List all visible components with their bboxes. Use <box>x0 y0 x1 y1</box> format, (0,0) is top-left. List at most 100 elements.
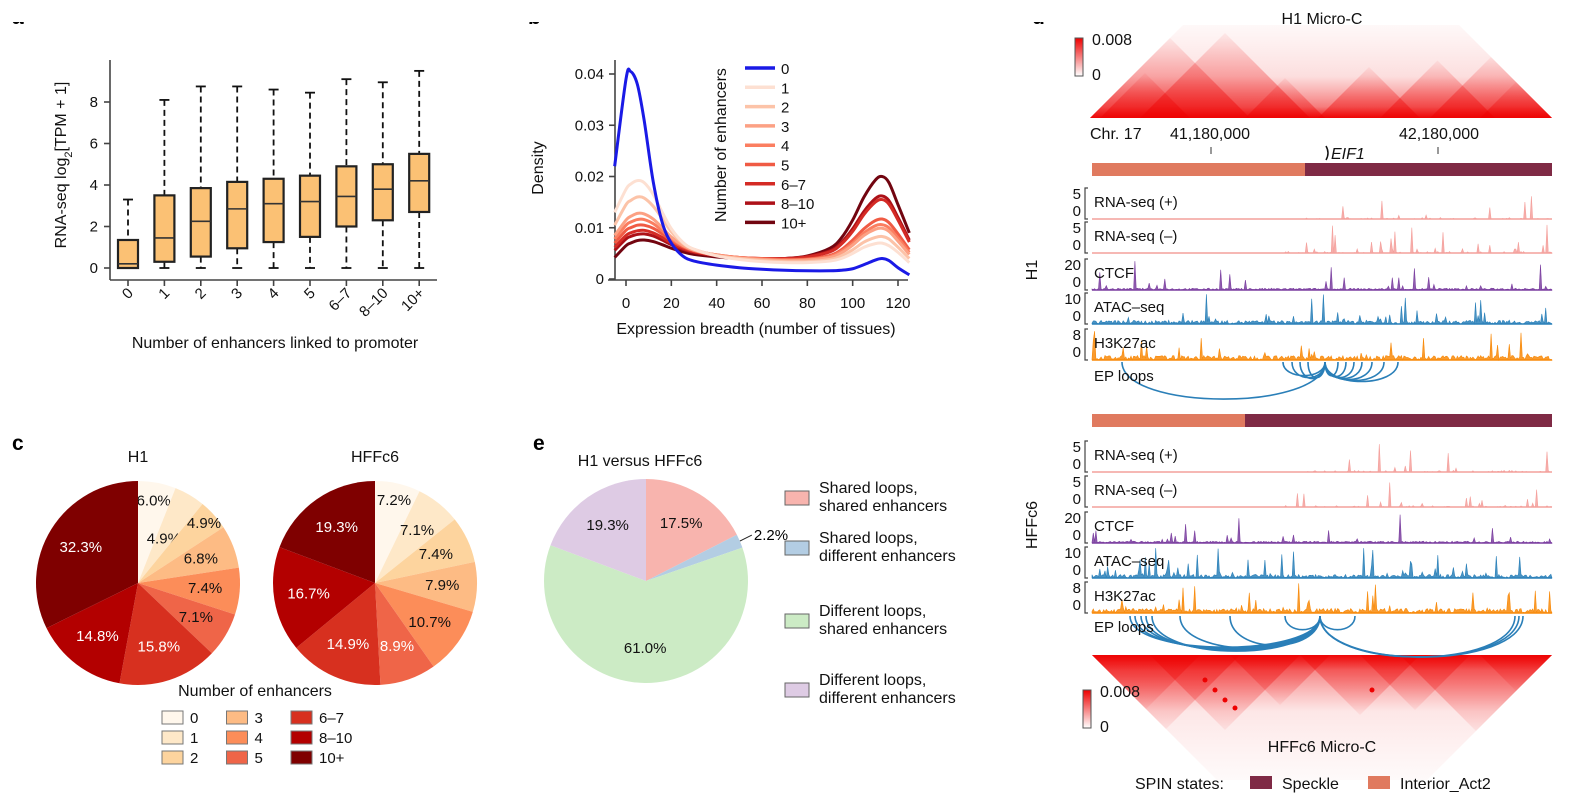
spin-state-speckle <box>1245 414 1552 427</box>
legend-label: Interior_Act2 <box>1400 776 1491 793</box>
chromosome-label: Chr. 17 <box>1090 126 1142 143</box>
legend-label: 2 <box>190 750 198 767</box>
density-line-1 <box>613 178 911 265</box>
contact-dot <box>1202 677 1208 683</box>
x-tick-label: 2 <box>192 285 210 303</box>
heatmap-title: HFFc6 Micro-C <box>1268 739 1376 756</box>
spin-state-interior-act2 <box>1092 163 1305 176</box>
track-axis <box>1084 440 1088 473</box>
y-tick-label: 6 <box>90 136 98 153</box>
signal-track: 100 ATAC–seq <box>1064 545 1553 579</box>
x-tick-label: 20 <box>663 295 680 312</box>
track-label: H3K27ac <box>1094 588 1156 605</box>
signal-track: 80 H3K27ac <box>1073 580 1553 614</box>
ep-loops <box>1129 615 1524 658</box>
track-axis <box>1084 475 1088 508</box>
track-max-label: 10 <box>1064 291 1081 308</box>
h1-micro-c-heatmap <box>0 0 1582 118</box>
pie-slice <box>646 479 737 581</box>
legend-label: Shared loops, <box>819 480 918 497</box>
signal-track: 200 CTCF <box>1064 510 1553 544</box>
pie-slice-label: 7.1% <box>400 522 434 539</box>
track-label: CTCF <box>1094 518 1134 535</box>
x-tick-label: 4 <box>265 285 283 303</box>
pie-slice <box>36 481 138 629</box>
x-tick-label: 120 <box>885 295 910 312</box>
pie-slice-label: 4.9% <box>187 515 221 532</box>
track-axis <box>1084 546 1088 579</box>
x-tick-label: 40 <box>708 295 725 312</box>
track-min-label: 0 <box>1073 237 1081 254</box>
track-min-label: 0 <box>1073 562 1081 579</box>
spin-legend-title: SPIN states: <box>1135 776 1224 793</box>
leader-line <box>739 534 753 542</box>
pie-slice <box>296 583 381 685</box>
pie-slice <box>273 547 375 648</box>
track-label: CTCF <box>1094 265 1134 282</box>
x-axis-label: Number of enhancers linked to promoter <box>132 335 419 352</box>
legend-label: Different loops, <box>819 603 926 620</box>
legend-swatch <box>161 710 184 725</box>
tad-domain <box>1245 78 1325 118</box>
contact-dot <box>1222 697 1228 703</box>
pie-slice <box>375 583 434 685</box>
pie-slice-label: 7.1% <box>179 609 213 626</box>
pie-title: H1 versus HFFc6 <box>578 453 703 470</box>
loop-arc <box>1145 615 1321 651</box>
pie-slice-label: 7.4% <box>419 546 453 563</box>
legend-title: Number of enhancers <box>713 68 730 222</box>
x-tick-label: 80 <box>799 295 816 312</box>
x-tick-label: 6–7 <box>326 285 356 315</box>
y-tick-label: 8 <box>90 94 98 111</box>
y-axis-label: RNA-seq log2[TPM + 1] <box>53 82 75 249</box>
tad-domain <box>1480 655 1552 691</box>
x-tick-label: 1 <box>155 285 173 303</box>
track-max-label: 5 <box>1073 439 1081 456</box>
legend-label: 8–10 <box>781 196 814 213</box>
y-tick-label: 4 <box>90 177 98 194</box>
pie-HFFc6: HFFc6 7.2% 7.1% 7.4% 7.9% 10.7% 8.9% 14.9% 16.7%… <box>273 449 477 685</box>
legend-label: 6–7 <box>319 710 344 727</box>
track-label: ATAC–seq <box>1094 299 1164 316</box>
pie-slice-label: 17.5% <box>660 515 703 532</box>
pie-slice <box>138 567 240 615</box>
colorbar-min-label: 0 <box>1100 719 1109 736</box>
colorbar <box>1082 689 1092 729</box>
colorbar-min-label: 0 <box>1092 67 1101 84</box>
track-max-label: 20 <box>1064 510 1081 527</box>
pie-slice-label: 7.4% <box>188 580 222 597</box>
signal-track: 50 RNA-seq (–) <box>1073 474 1553 509</box>
x-tick-label: 60 <box>754 295 771 312</box>
track-min-label: 0 <box>1073 597 1081 614</box>
pie-slice-label: 14.9% <box>327 636 370 653</box>
x-tick-label: 8–10 <box>356 285 392 321</box>
signal-track: 80 H3K27ac <box>1073 327 1553 362</box>
x-tick-label: 100 <box>840 295 865 312</box>
legend-label: 5 <box>781 158 789 175</box>
pie-slice-label: 8.9% <box>380 638 414 655</box>
track-min-label: 0 <box>1073 456 1081 473</box>
tad-domain <box>1100 73 1190 118</box>
pie-slice <box>138 488 203 583</box>
box <box>262 177 285 244</box>
legend-label: 0 <box>190 710 198 727</box>
legend-swatch <box>290 730 313 745</box>
pie-slice-label: 6.8% <box>184 551 218 568</box>
y-label-subscript: 2 <box>63 151 75 157</box>
signal <box>1091 548 1553 579</box>
pie-slice-label: 19.3% <box>315 519 358 536</box>
box <box>408 152 431 214</box>
pie-slice-label: 7.2% <box>377 492 411 509</box>
pie-slice <box>279 481 375 583</box>
legend-title: Number of enhancers <box>178 683 332 700</box>
panel-label-c: c <box>12 432 24 455</box>
track-min-label: 0 <box>1073 344 1081 361</box>
pie-slice-label: 61.0% <box>624 640 667 657</box>
track-axis <box>1084 258 1088 291</box>
legend-label: 2 <box>781 100 789 117</box>
signal-track: 50 RNA-seq (–) <box>1073 220 1554 254</box>
loop-arc <box>1319 615 1516 658</box>
pie-H1: H16.0%4.9%4.9%6.8%7.4%7.1%15.8%14.8%32.3… <box>36 449 240 685</box>
